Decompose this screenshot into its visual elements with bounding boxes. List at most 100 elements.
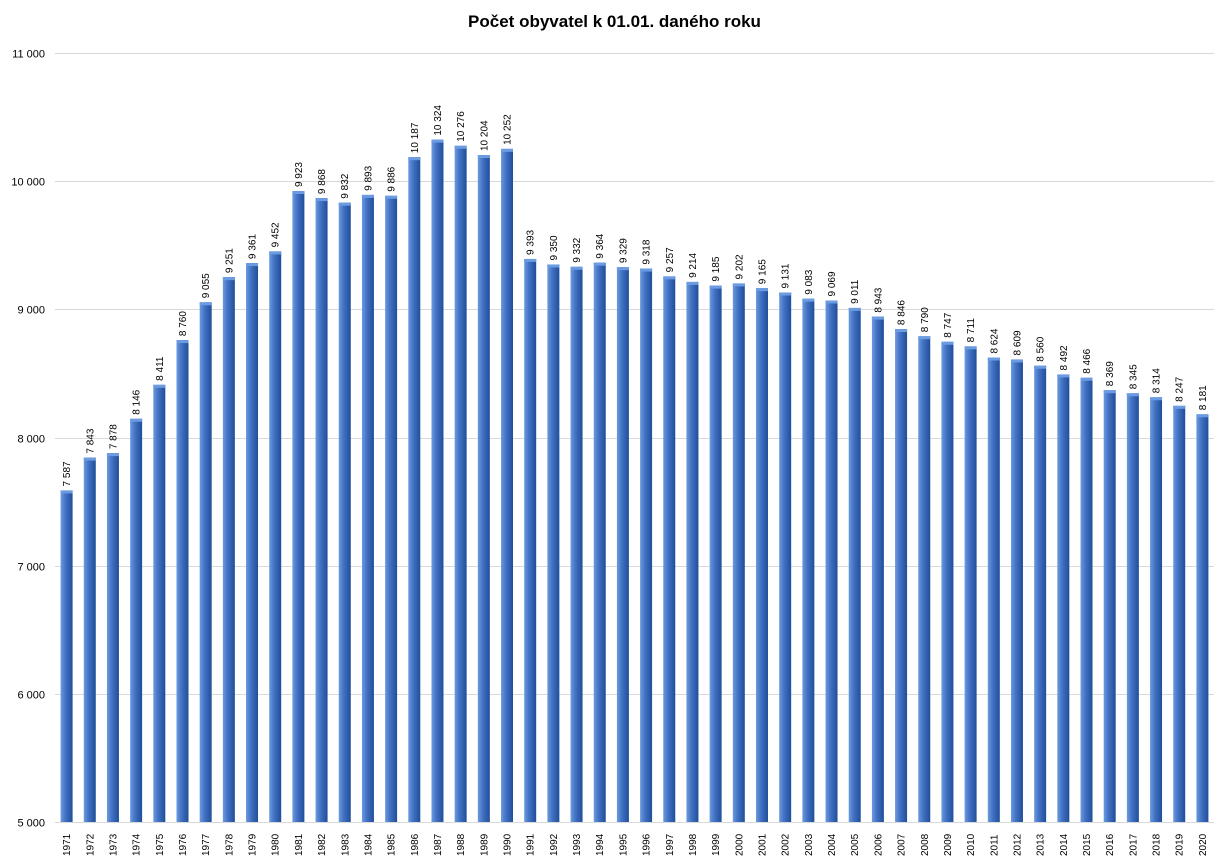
x-tick-label: 2003 [804, 833, 815, 856]
bar-2015 [1080, 377, 1093, 822]
x-tick-label: 2017 [1128, 833, 1139, 856]
bar-1977 [199, 302, 212, 822]
data-label: 10 187 [410, 122, 421, 153]
bar-1987 [431, 139, 444, 822]
bar-cap [501, 148, 514, 152]
bar-cap [964, 346, 977, 350]
bar-cap [176, 340, 189, 344]
x-tick-label: 2004 [827, 833, 838, 856]
x-tick-label: 1978 [224, 833, 235, 856]
bar-2010 [964, 346, 977, 822]
bar-2003 [802, 298, 815, 822]
bar-1984 [361, 194, 374, 822]
bar-cap [1126, 393, 1139, 397]
bar-1993 [570, 266, 583, 822]
x-tick-label: 1995 [618, 833, 629, 856]
bar-2002 [779, 292, 792, 822]
data-label: 10 276 [456, 111, 467, 142]
bar-cap [593, 262, 606, 266]
x-tick-label: 1975 [155, 833, 166, 856]
x-tick-label: 2018 [1152, 833, 1163, 856]
bar-1997 [663, 276, 676, 822]
x-tick-label: 1993 [572, 833, 583, 856]
data-label: 9 893 [363, 165, 374, 190]
bar-cap [686, 281, 699, 285]
bar-2013 [1034, 365, 1047, 822]
x-tick-label: 1974 [132, 833, 143, 856]
data-label: 8 466 [1082, 348, 1093, 373]
bar-1986 [408, 157, 421, 822]
x-tick-label: 1986 [410, 833, 421, 856]
bar-2008 [918, 336, 931, 822]
bar-2005 [848, 307, 861, 822]
data-label: 8 181 [1198, 385, 1209, 410]
bar-cap [477, 155, 490, 159]
x-tick-label: 2020 [1198, 833, 1209, 856]
bar-2017 [1126, 393, 1139, 822]
bar-cap [871, 316, 884, 320]
bar-1975 [153, 384, 166, 822]
bar-cap [106, 453, 119, 457]
bar-1996 [640, 268, 653, 823]
bar-2016 [1103, 390, 1116, 822]
x-tick-label: 2010 [966, 833, 977, 856]
x-tick-label: 1991 [526, 833, 537, 856]
x-axis: 1971 1972 1973 1974 1975 1976 1977 1978 1979 1980… [62, 833, 1209, 856]
x-tick-label: 2013 [1036, 833, 1047, 856]
x-tick-label: 2000 [734, 833, 745, 856]
bar-cap [640, 268, 653, 272]
x-tick-label: 1988 [456, 833, 467, 856]
bar-cap [547, 264, 560, 268]
x-tick-label: 2009 [943, 833, 954, 856]
x-tick-label: 1980 [271, 833, 282, 856]
bar-cap [361, 194, 374, 198]
bar-cap [199, 302, 212, 306]
x-tick-label: 2019 [1175, 833, 1186, 856]
x-tick-label: 2006 [873, 833, 884, 856]
y-tick-label: 8 000 [17, 434, 45, 446]
data-label: 9 923 [294, 162, 305, 187]
bar-1980 [269, 251, 282, 822]
bar-1991 [524, 258, 537, 823]
bar-1978 [222, 277, 235, 822]
data-label: 8 624 [989, 328, 1000, 353]
bar-cap [1196, 414, 1209, 418]
bar-cap [570, 266, 583, 270]
y-tick-label: 11 000 [12, 49, 45, 61]
data-label: 8 760 [178, 311, 189, 336]
bar-1972 [83, 457, 96, 822]
data-label: 9 452 [271, 222, 282, 247]
bar-1983 [338, 202, 351, 822]
bar-cap [825, 300, 838, 304]
data-label: 7 843 [85, 428, 96, 453]
data-label: 9 318 [642, 239, 653, 264]
bar-cap [709, 285, 722, 289]
bar-cap [941, 341, 954, 345]
bars [60, 139, 1209, 823]
bar-1981 [292, 191, 305, 823]
data-label: 7 878 [108, 424, 119, 449]
data-label: 8 411 [155, 356, 166, 381]
x-tick-label: 2001 [757, 833, 768, 856]
bar-cap [1057, 374, 1070, 378]
bar-cap [338, 202, 351, 206]
x-tick-label: 1987 [433, 833, 444, 856]
bar-cap [1010, 359, 1023, 363]
bar-cap [663, 276, 676, 280]
bar-cap [246, 263, 259, 267]
data-label: 8 747 [943, 312, 954, 337]
bar-1971 [60, 490, 73, 822]
data-label: 9 185 [711, 256, 722, 281]
bar-2004 [825, 300, 838, 822]
x-tick-label: 2002 [781, 833, 792, 856]
bar-2009 [941, 341, 954, 822]
bar-1985 [385, 195, 398, 822]
bar-cap [454, 145, 467, 149]
x-tick-label: 2015 [1082, 833, 1093, 856]
bar-cap [222, 277, 235, 281]
x-tick-label: 1983 [340, 833, 351, 856]
bar-1989 [477, 155, 490, 822]
data-label: 8 609 [1012, 330, 1023, 355]
